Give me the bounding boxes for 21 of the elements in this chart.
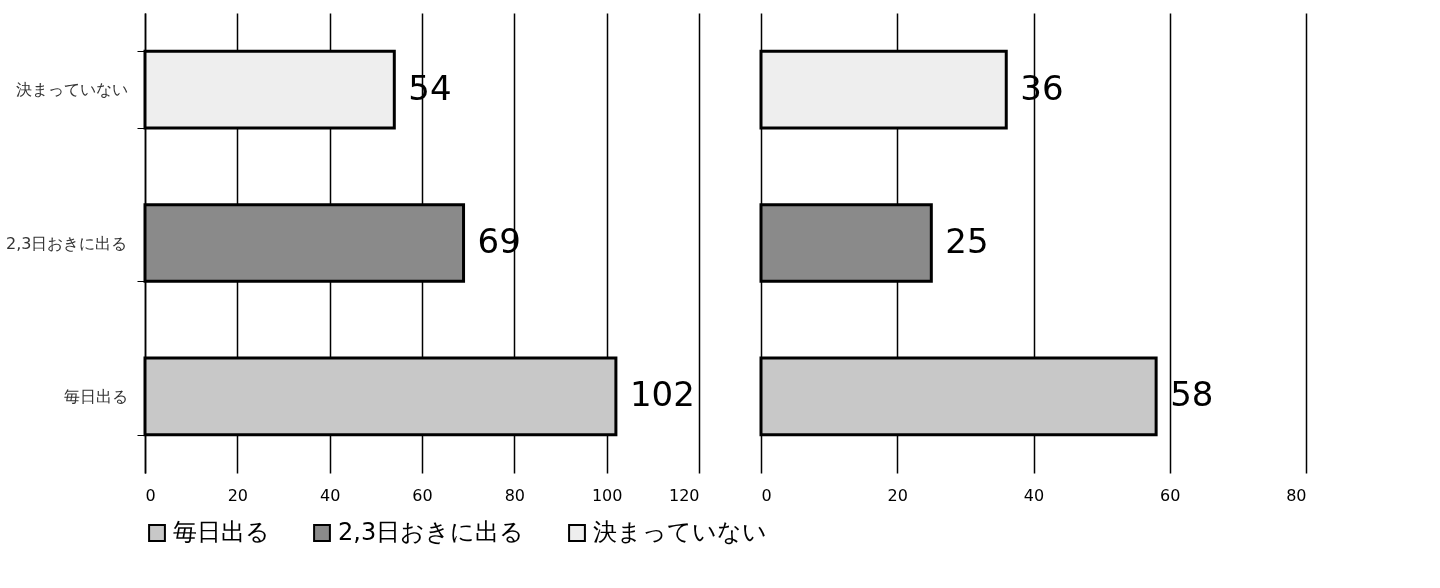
x-tick-label: 60 xyxy=(1160,485,1181,505)
data-label: 58 xyxy=(1170,374,1214,415)
legend-label: 2,3日おきに出る xyxy=(338,518,525,546)
x-tick-label: 20 xyxy=(227,485,249,505)
y-tick-label: 決まっていない xyxy=(15,80,128,100)
x-tick-label: 20 xyxy=(887,485,908,505)
x-tick-label: 80 xyxy=(504,485,526,505)
y-tick-label: 毎日出る xyxy=(63,386,128,406)
data-label: 102 xyxy=(629,374,695,415)
x-tick-label: 60 xyxy=(412,485,433,505)
x-tick-label: 80 xyxy=(1286,485,1307,505)
x-tick-label: 40 xyxy=(319,485,341,505)
legend-label: 毎日出る xyxy=(173,518,270,546)
x-tick-label: 0 xyxy=(761,485,772,505)
legend-label: 決まっていない xyxy=(593,518,767,546)
x-tick-label: 100 xyxy=(591,485,623,505)
data-label: 25 xyxy=(945,221,989,261)
x-tick-label: 120 xyxy=(668,485,700,505)
x-tick-label: 40 xyxy=(1023,485,1045,505)
y-tick-label: 2,3日おきに出る xyxy=(6,233,128,253)
x-tick-label: 0 xyxy=(145,485,156,505)
